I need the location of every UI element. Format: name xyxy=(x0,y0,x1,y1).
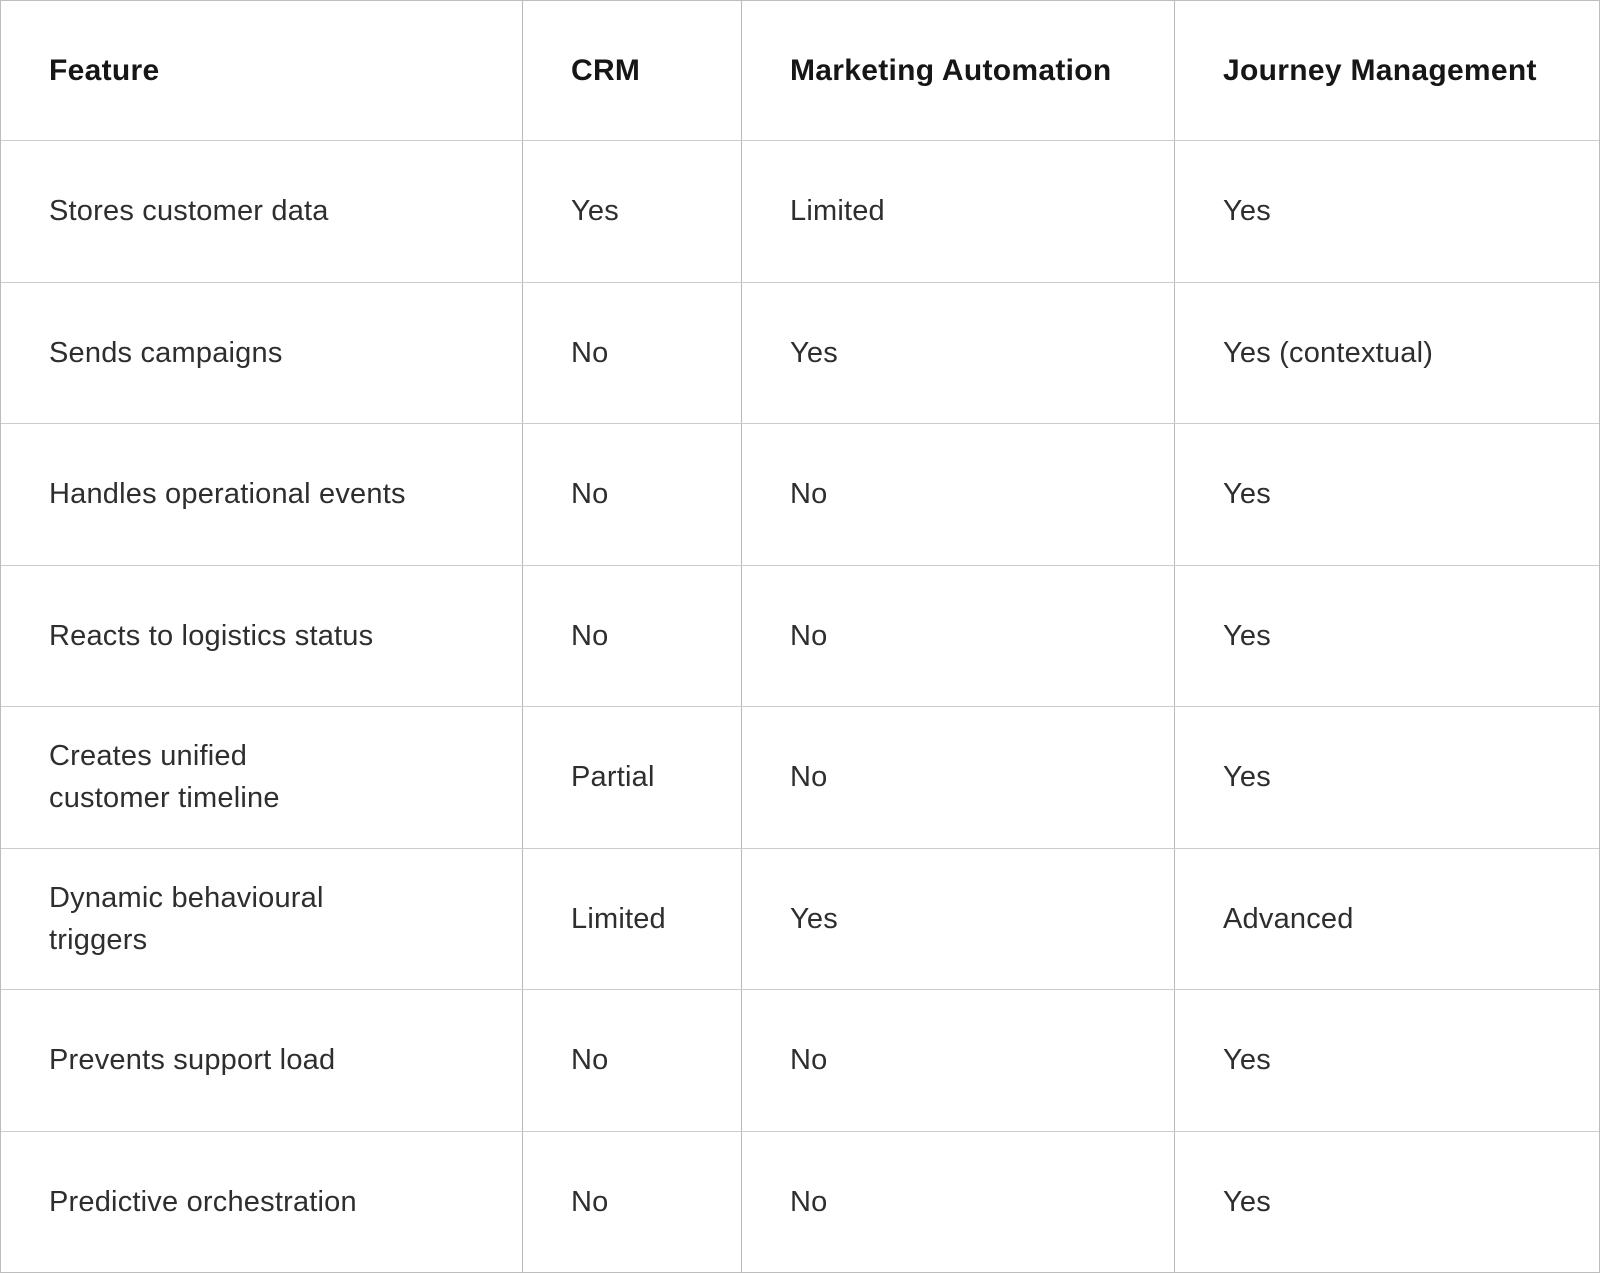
crm-value-cell: Yes xyxy=(523,141,742,282)
column-header-marketing-automation: Marketing Automation xyxy=(742,1,1175,140)
column-header-journey-management: Journey Management xyxy=(1223,53,1537,87)
journey-management-value-cell: Yes xyxy=(1223,195,1271,228)
feature-cell: Creates unified customer timeline xyxy=(1,707,523,848)
crm-value-cell: No xyxy=(523,424,742,565)
table-row-creates-unified-customer-timeline: Creates unified customer timeline Partia… xyxy=(1,707,1599,849)
column-header-feature: Feature xyxy=(1,1,523,140)
journey-management-value-cell: Yes (contextual) xyxy=(1223,336,1434,369)
marketing-automation-value-cell: No xyxy=(742,565,1175,706)
crm-value-cell: No xyxy=(523,1131,742,1272)
feature-cell: Predictive orchestration xyxy=(1,1131,523,1272)
journey-management-value-cell: Yes xyxy=(1223,478,1271,511)
feature-cell: Handles operational events xyxy=(1,424,523,565)
feature-cell: Dynamic behavioural triggers xyxy=(1,848,523,989)
feature-cell: Sends campaigns xyxy=(1,282,523,423)
feature-cell: Prevents support load xyxy=(1,990,523,1131)
table-row-handles-operational-events: Handles operational events No No Yes xyxy=(1,424,1599,566)
marketing-automation-value-cell: Yes xyxy=(742,848,1175,989)
column-header-crm: CRM xyxy=(523,1,742,140)
journey-management-value-cell: Yes xyxy=(1223,1044,1271,1077)
table-header-row: Feature CRM Marketing Automation Journey… xyxy=(1,1,1599,141)
crm-value-cell: Partial xyxy=(523,707,742,848)
crm-value-cell: No xyxy=(523,990,742,1131)
table-row-reacts-to-logistics-status: Reacts to logistics status No No Yes xyxy=(1,565,1599,707)
marketing-automation-value-cell: No xyxy=(742,990,1175,1131)
marketing-automation-value-cell: No xyxy=(742,1131,1175,1272)
marketing-automation-value-cell: Yes xyxy=(742,282,1175,423)
table-row-dynamic-behavioural-triggers: Dynamic behavioural triggers Limited Yes… xyxy=(1,848,1599,990)
marketing-automation-value-cell: Limited xyxy=(742,141,1175,282)
table-row-stores-customer-data: Stores customer data Yes Limited Yes xyxy=(1,141,1599,283)
feature-cell: Stores customer data xyxy=(1,141,523,282)
table-row-predictive-orchestration: Predictive orchestration No No Yes xyxy=(1,1131,1599,1272)
journey-management-value-cell: Yes xyxy=(1223,761,1271,794)
crm-value-cell: No xyxy=(523,282,742,423)
feature-cell: Reacts to logistics status xyxy=(1,565,523,706)
marketing-automation-value-cell: No xyxy=(742,424,1175,565)
marketing-automation-value-cell: No xyxy=(742,707,1175,848)
crm-value-cell: Limited xyxy=(523,848,742,989)
table-row-sends-campaigns: Sends campaigns No Yes Yes (contextual) xyxy=(1,282,1599,424)
journey-management-value-cell: Advanced xyxy=(1223,902,1354,935)
table-row-prevents-support-load: Prevents support load No No Yes xyxy=(1,990,1599,1132)
journey-management-value-cell: Yes xyxy=(1223,619,1271,652)
crm-value-cell: No xyxy=(523,565,742,706)
journey-management-value-cell: Yes xyxy=(1223,1185,1271,1218)
